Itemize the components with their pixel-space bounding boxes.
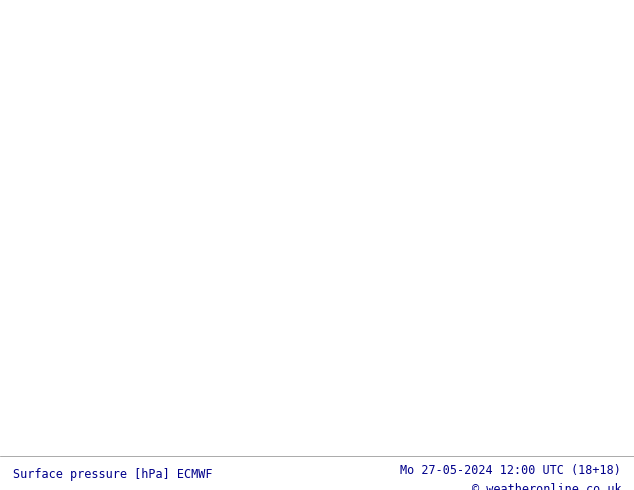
Text: © weatheronline.co.uk: © weatheronline.co.uk <box>472 483 621 490</box>
Text: Mo 27-05-2024 12:00 UTC (18+18): Mo 27-05-2024 12:00 UTC (18+18) <box>401 465 621 477</box>
Text: Surface pressure [hPa] ECMWF: Surface pressure [hPa] ECMWF <box>13 467 212 481</box>
